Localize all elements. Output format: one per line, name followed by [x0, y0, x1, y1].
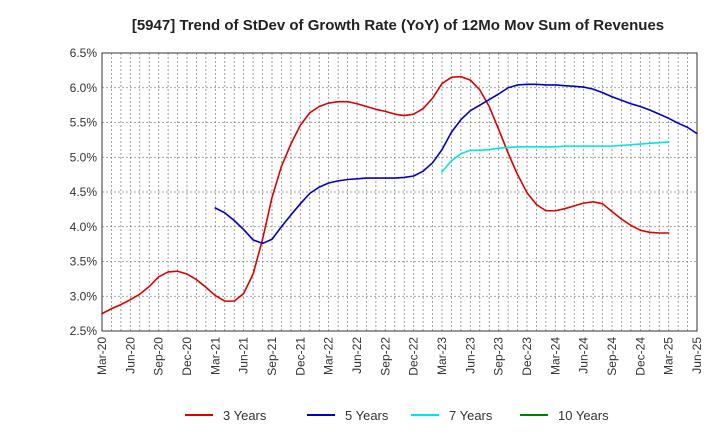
- x-tick-label: Mar-24: [548, 337, 562, 375]
- x-tick-label: Mar-25: [662, 337, 676, 375]
- legend-label: 10 Years: [558, 408, 609, 423]
- y-tick-label: 4.5%: [70, 185, 98, 199]
- plot-frame: [101, 52, 698, 332]
- y-tick-label: 3.5%: [70, 255, 98, 269]
- y-tick-label: 5.5%: [70, 116, 98, 130]
- x-tick-label: Mar-21: [208, 337, 222, 375]
- x-tick-label: Dec-21: [293, 337, 307, 376]
- y-tick-label: 5.0%: [70, 150, 98, 164]
- x-tick-label: Jun-24: [577, 337, 591, 374]
- x-tick-label: Jun-21: [237, 337, 251, 374]
- y-tick-label: 2.5%: [70, 324, 98, 338]
- x-tick-label: Dec-22: [407, 337, 421, 376]
- chart-title: [5947] Trend of StDev of Growth Rate (Yo…: [132, 17, 664, 34]
- legend-label: 5 Years: [345, 408, 389, 423]
- y-axis-ticks: 2.5% 3.0% 3.5% 4.0% 4.5% 5.0% 5.5% 6.0% 6.5%: [70, 46, 98, 338]
- x-tick-label: Sep-24: [605, 337, 619, 376]
- x-axis-ticks: Mar-20 Jun-20 Sep-20 Dec-20 Mar-21 Jun-21 Sep-…: [95, 337, 704, 376]
- legend: 3 Years 5 Years 7 Years 10 Years: [185, 408, 609, 423]
- x-tick-label: Mar-22: [322, 337, 336, 375]
- x-tick-label: Sep-21: [265, 337, 279, 376]
- y-tick-label: 6.5%: [70, 46, 98, 60]
- x-tick-label: Jun-20: [123, 337, 137, 374]
- x-tick-label: Sep-22: [378, 337, 392, 376]
- x-tick-label: Dec-24: [633, 337, 647, 376]
- series-line-7-years: [441, 141, 670, 173]
- x-tick-label: Jun-25: [690, 337, 704, 374]
- y-tick-label: 3.0%: [70, 289, 98, 303]
- x-tick-label: Mar-23: [435, 337, 449, 375]
- x-tick-label: Dec-23: [520, 337, 534, 376]
- legend-label: 3 Years: [223, 408, 267, 423]
- x-tick-label: Sep-20: [152, 337, 166, 376]
- series-line-5-years: [214, 83, 698, 245]
- x-tick-label: Jun-23: [463, 337, 477, 374]
- legend-label: 7 Years: [449, 408, 493, 423]
- series-layer: [101, 75, 698, 315]
- y-tick-label: 4.0%: [70, 220, 98, 234]
- x-tick-label: Jun-22: [350, 337, 364, 374]
- x-tick-label: Mar-20: [95, 337, 109, 375]
- x-tick-label: Sep-23: [492, 337, 506, 376]
- x-tick-label: Dec-20: [180, 337, 194, 376]
- y-tick-label: 6.0%: [70, 81, 98, 95]
- series-line-3-years: [101, 75, 670, 315]
